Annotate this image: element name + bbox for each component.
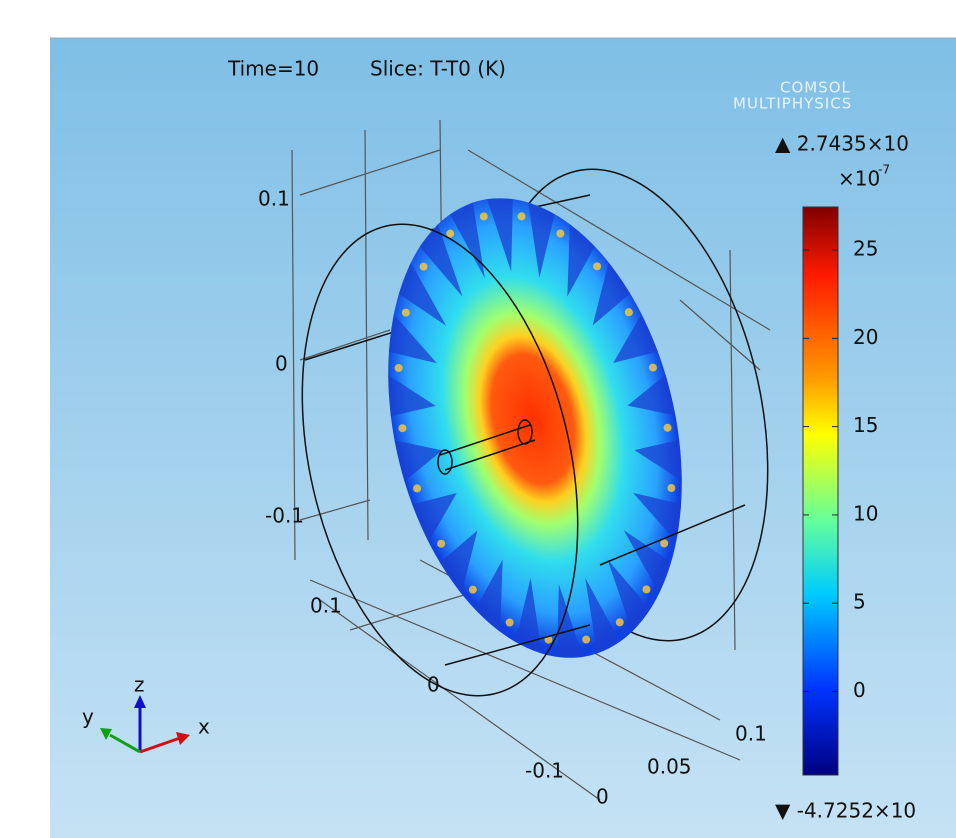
title-time: Time=10: [227, 57, 319, 81]
logo-line2: MULTIPHYSICS: [733, 95, 852, 113]
hot-spot: [480, 212, 488, 220]
page: {"header": {"time": "Time=10", "slice": …: [0, 0, 956, 838]
triad-x: x: [198, 715, 210, 739]
hot-spot: [667, 484, 675, 492]
axis-label: -0.1: [265, 504, 304, 528]
hot-spot: [642, 585, 650, 593]
hot-spot: [616, 618, 624, 626]
hot-spot: [413, 484, 421, 492]
hot-spot: [556, 230, 564, 238]
hot-spot: [398, 424, 406, 432]
colorbar-tick-label: 20: [853, 325, 878, 349]
colorbar-min: ▼ -4.7252×10: [775, 799, 916, 823]
colorbar-exponent: -7: [878, 163, 890, 177]
colorbar-tick-label: 25: [853, 237, 878, 261]
colorbar-max: ▲ 2.7435×10: [775, 132, 909, 156]
hot-spot: [518, 212, 526, 220]
hot-spot: [660, 539, 668, 547]
axis-label: -0.1: [525, 759, 564, 783]
axis-label: 0.05: [647, 755, 692, 779]
axis-label: 0.1: [310, 594, 342, 618]
hot-spot: [582, 636, 590, 644]
colorbar-tick-label: 0: [853, 678, 866, 702]
hot-spot: [469, 586, 477, 594]
axis-label: 0.1: [735, 722, 767, 746]
hot-spot: [506, 618, 514, 626]
hot-spot: [420, 263, 428, 271]
hot-spot: [593, 262, 601, 270]
colorbar-tick-label: 10: [853, 501, 878, 525]
hot-spot: [649, 364, 657, 372]
axis-label: 0: [275, 352, 288, 376]
hot-spot: [625, 308, 633, 316]
colorbar-tick-label: 15: [853, 413, 878, 437]
triad-y: y: [82, 705, 94, 729]
triad-z: z: [134, 673, 145, 697]
colorbar-scale: ×10: [838, 167, 880, 191]
axis-label: 0: [427, 673, 440, 697]
hot-spot: [437, 540, 445, 548]
colorbar-tick-label: 5: [853, 590, 866, 614]
title-slice: Slice: T-T0 (K): [370, 57, 506, 81]
hot-spot: [395, 364, 403, 372]
colorbar: [803, 207, 838, 775]
hot-spot: [402, 309, 410, 317]
axis-label: 0.1: [258, 187, 290, 211]
hot-spot: [664, 424, 672, 432]
viewport: Time=10 Slice: T-T0 (K) COMSOL MULTIPHYS…: [0, 0, 956, 838]
axis-label: 0: [596, 785, 609, 809]
